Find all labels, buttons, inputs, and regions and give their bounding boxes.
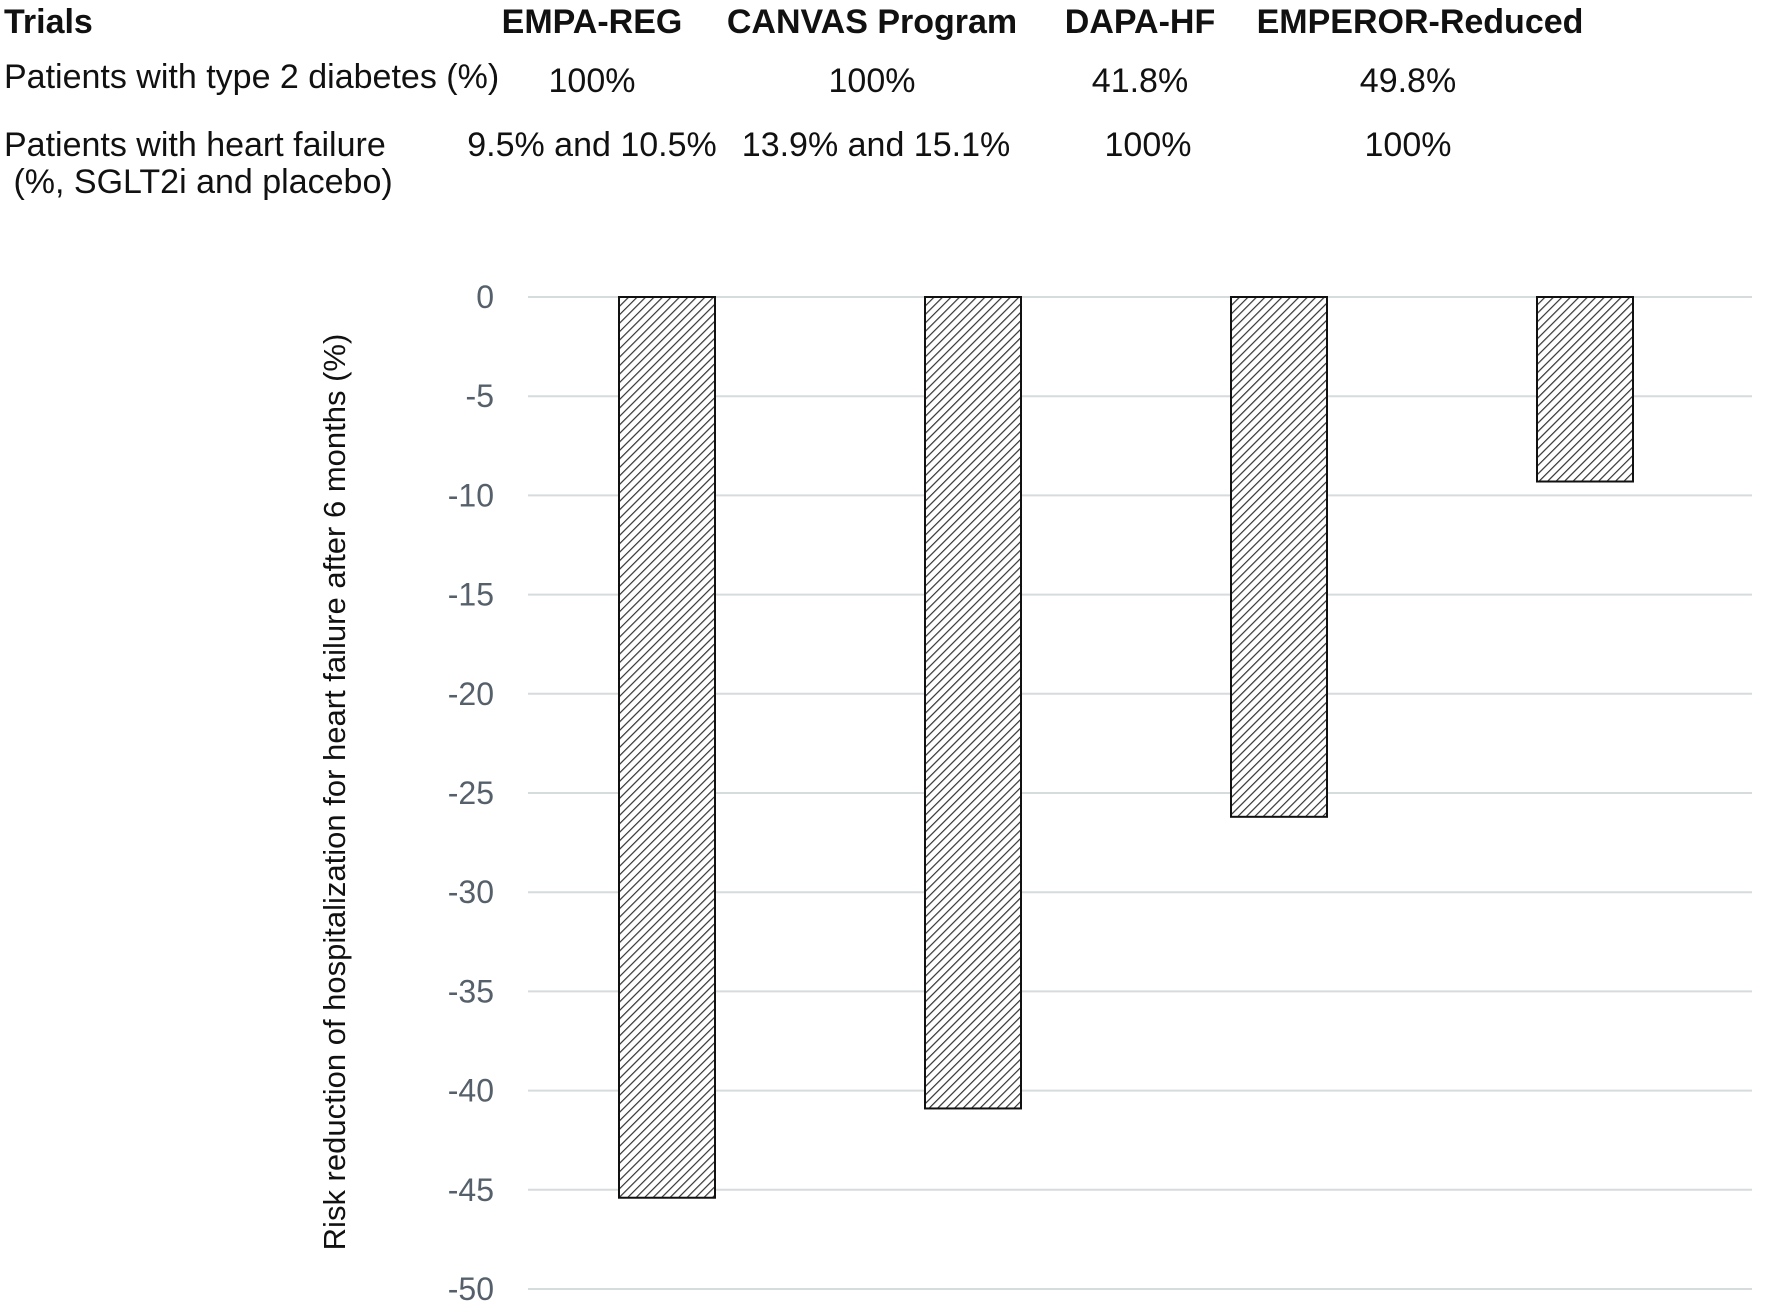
- trial-name-emperor-reduced: EMPEROR-Reduced: [1256, 3, 1584, 41]
- y-tick-label: -35: [448, 973, 494, 1009]
- diabetes-value-dapa-hf: 41.8%: [1091, 62, 1189, 100]
- heart-failure-value-canvas: 13.9% and 15.1%: [741, 126, 1011, 164]
- row-label-heart-failure-line2: (%, SGLT2i and placebo): [4, 163, 393, 201]
- y-tick-label: -10: [448, 477, 494, 513]
- y-axis-title: Risk reduction of hospitalization for he…: [317, 334, 352, 1251]
- heart-failure-value-emperor-reduced: 100%: [1364, 126, 1452, 164]
- y-tick-labels: 0 -5 -10 -15 -20 -25 -30 -35 -40 -45 -50: [448, 279, 494, 1307]
- diabetes-value-emperor-reduced: 49.8%: [1359, 62, 1457, 100]
- row-label-diabetes: Patients with type 2 diabetes (%): [4, 58, 500, 96]
- y-tick-label: -40: [448, 1073, 494, 1109]
- table-header-label: Trials: [4, 3, 93, 41]
- trial-name-dapa-hf: DAPA-HF: [1064, 3, 1216, 41]
- y-tick-label: -5: [466, 378, 494, 414]
- heart-failure-value-dapa-hf: 100%: [1104, 126, 1192, 164]
- bar-dapa-hf: [1230, 296, 1328, 818]
- y-tick-label: -45: [448, 1172, 494, 1208]
- y-tick-label: -20: [448, 676, 494, 712]
- trial-name-canvas: CANVAS Program: [726, 3, 1018, 41]
- bar-empa-reg: [618, 296, 716, 1199]
- bar-canvas-program: [924, 296, 1022, 1110]
- diabetes-value-empa-reg: 100%: [548, 62, 636, 100]
- y-tick-label: -25: [448, 775, 494, 811]
- diabetes-value-canvas: 100%: [828, 62, 916, 100]
- trial-name-empa-reg: EMPA-REG: [501, 3, 683, 41]
- heart-failure-value-empa-reg: 9.5% and 10.5%: [467, 126, 717, 164]
- y-tick-label: 0: [476, 279, 494, 315]
- y-tick-label: -15: [448, 577, 494, 613]
- y-tick-label: -30: [448, 874, 494, 910]
- bar-emperor-reduced: [1536, 296, 1634, 483]
- y-tick-label: -50: [448, 1271, 494, 1307]
- bars: [618, 296, 1634, 1199]
- row-label-heart-failure-line1: Patients with heart failure: [4, 126, 386, 164]
- grid-lines: [528, 296, 1752, 1290]
